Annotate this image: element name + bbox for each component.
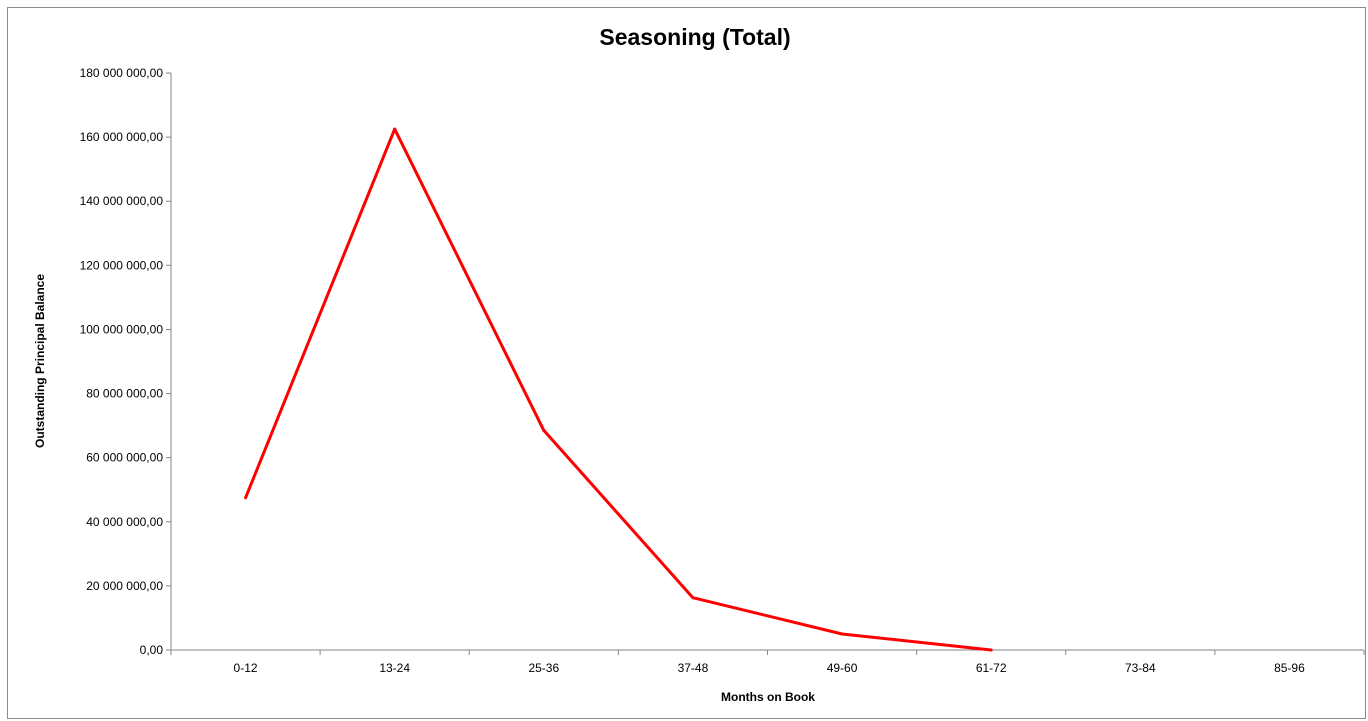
y-axis-title: Outstanding Principal Balance — [33, 274, 47, 448]
x-tick-label: 37-48 — [678, 661, 709, 675]
chart-title: Seasoning (Total) — [599, 24, 790, 50]
y-axis: 0,00 20 000 000,00 40 000 000,00 60 000 000… — [80, 66, 172, 657]
chart-frame — [7, 7, 1366, 719]
data-point — [989, 648, 993, 652]
y-tick-label: 100 000 000,00 — [80, 322, 164, 336]
x-tick-label: 61-72 — [976, 661, 1007, 675]
x-tick-label: 25-36 — [528, 661, 559, 675]
y-tick-label: 180 000 000,00 — [80, 66, 164, 80]
x-tick-label: 13-24 — [379, 661, 410, 675]
data-point — [393, 127, 397, 131]
y-tick-label: 20 000 000,00 — [86, 579, 163, 593]
x-tick-label: 0-12 — [234, 661, 258, 675]
y-tick-label: 80 000 000,00 — [86, 387, 163, 401]
data-point — [691, 596, 695, 600]
y-tick-label: 140 000 000,00 — [80, 194, 164, 208]
y-tick-label: 40 000 000,00 — [86, 515, 163, 529]
data-point — [840, 632, 844, 636]
series-line — [244, 127, 992, 652]
y-tick-label: 120 000 000,00 — [80, 258, 164, 272]
x-tick-label: 73-84 — [1125, 661, 1156, 675]
x-tick-label: 85-96 — [1274, 661, 1305, 675]
y-tick-label: 60 000 000,00 — [86, 451, 163, 465]
x-tick-label: 49-60 — [827, 661, 858, 675]
y-tick-label: 160 000 000,00 — [80, 130, 164, 144]
plot-area — [244, 127, 993, 652]
y-tick-label: 0,00 — [140, 643, 164, 657]
data-point — [542, 428, 546, 432]
x-axis: 0-12 13-24 25-36 37-48 49-60 61-72 73-84 85-96 — [170, 649, 1365, 675]
data-point — [244, 496, 248, 500]
x-axis-title: Months on Book — [721, 690, 815, 704]
